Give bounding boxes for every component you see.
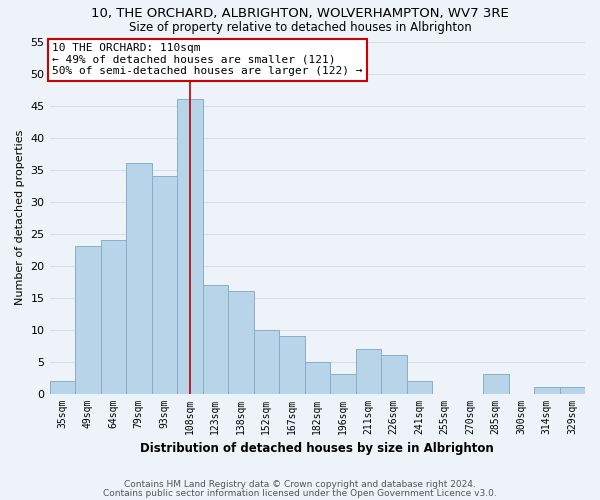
Text: 10 THE ORCHARD: 110sqm
← 49% of detached houses are smaller (121)
50% of semi-de: 10 THE ORCHARD: 110sqm ← 49% of detached… bbox=[52, 44, 363, 76]
Bar bbox=[407, 381, 432, 394]
Text: 10, THE ORCHARD, ALBRIGHTON, WOLVERHAMPTON, WV7 3RE: 10, THE ORCHARD, ALBRIGHTON, WOLVERHAMPT… bbox=[91, 8, 509, 20]
Bar bbox=[356, 348, 381, 394]
Bar bbox=[50, 381, 75, 394]
Bar bbox=[254, 330, 279, 394]
Bar bbox=[560, 387, 585, 394]
X-axis label: Distribution of detached houses by size in Albrighton: Distribution of detached houses by size … bbox=[140, 442, 494, 455]
Bar bbox=[101, 240, 126, 394]
Bar bbox=[177, 99, 203, 394]
Bar bbox=[305, 362, 330, 394]
Y-axis label: Number of detached properties: Number of detached properties bbox=[15, 130, 25, 305]
Bar bbox=[330, 374, 356, 394]
Bar bbox=[228, 291, 254, 394]
Bar bbox=[203, 284, 228, 394]
Text: Size of property relative to detached houses in Albrighton: Size of property relative to detached ho… bbox=[128, 21, 472, 34]
Bar bbox=[279, 336, 305, 394]
Bar bbox=[381, 355, 407, 394]
Text: Contains public sector information licensed under the Open Government Licence v3: Contains public sector information licen… bbox=[103, 488, 497, 498]
Bar bbox=[152, 176, 177, 394]
Bar bbox=[534, 387, 560, 394]
Bar bbox=[483, 374, 509, 394]
Text: Contains HM Land Registry data © Crown copyright and database right 2024.: Contains HM Land Registry data © Crown c… bbox=[124, 480, 476, 489]
Bar bbox=[75, 246, 101, 394]
Bar bbox=[126, 163, 152, 394]
